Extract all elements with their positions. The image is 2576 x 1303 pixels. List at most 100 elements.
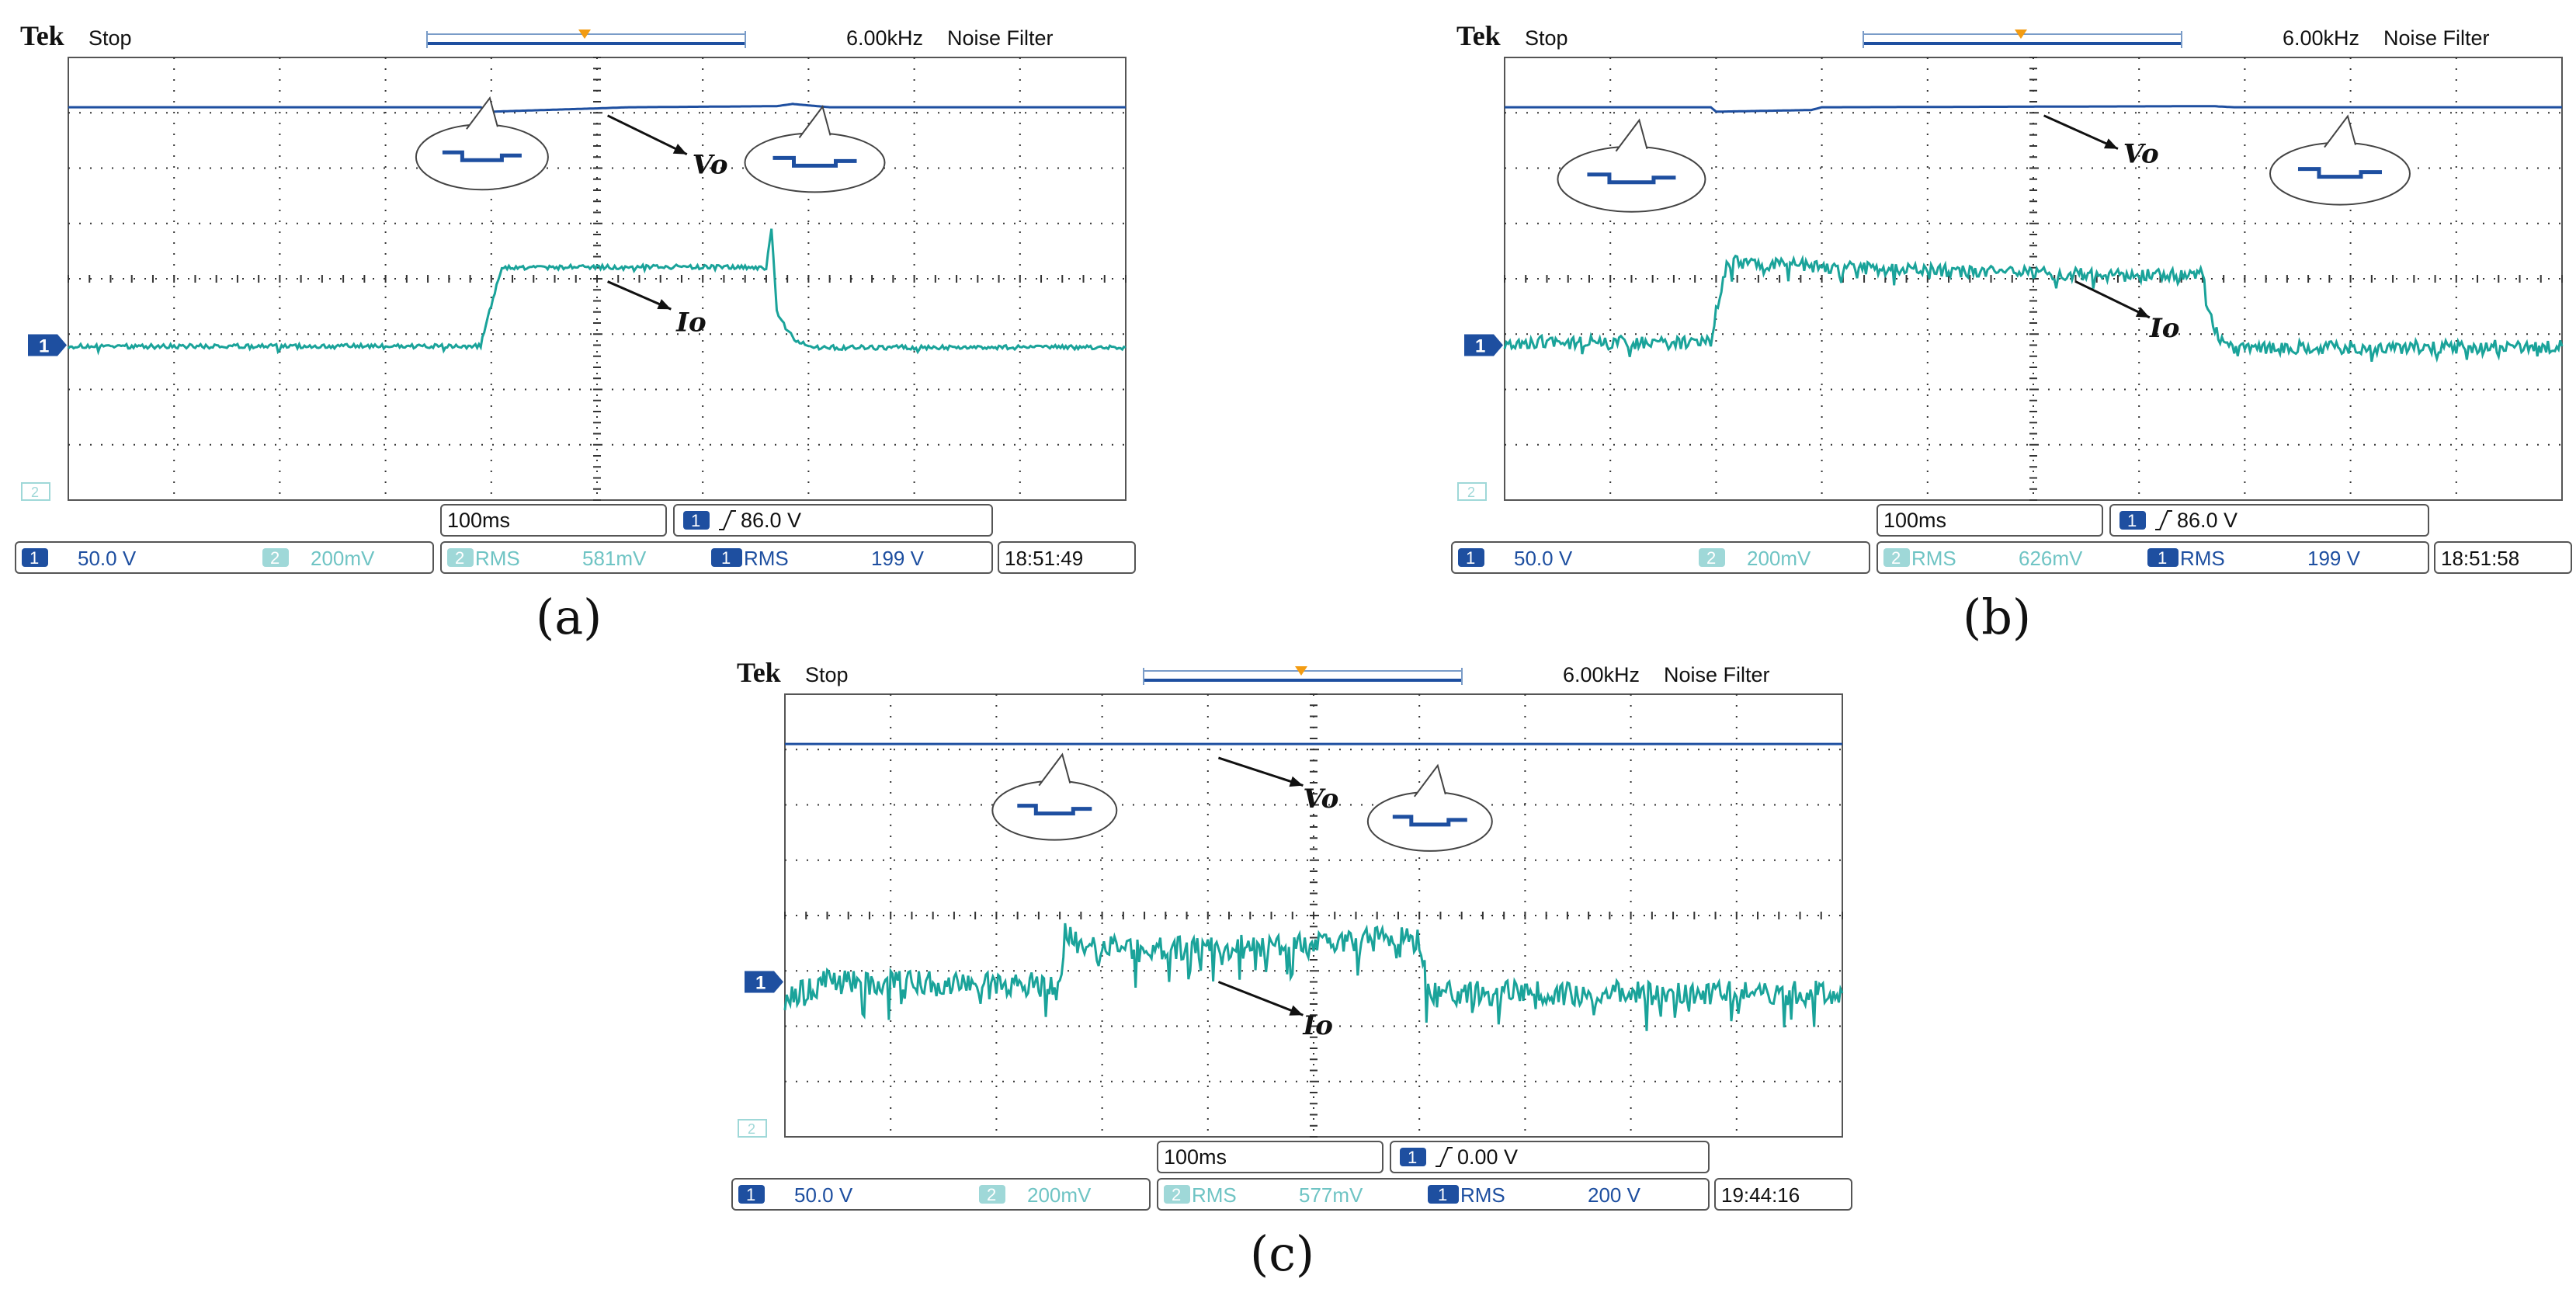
arrow-icon — [1289, 1005, 1304, 1016]
rms-ch2-label: RMS — [475, 547, 520, 570]
caption-c: (c) — [1250, 1225, 1315, 1282]
ch2-marker-label: 2 — [1467, 485, 1475, 500]
channel-scale-box — [15, 541, 434, 574]
timebase-label: 100ms — [447, 509, 510, 532]
meas-ch1-chip — [711, 548, 742, 567]
arrow-icon — [1289, 776, 1304, 787]
callout-bubble-tail — [1615, 118, 1648, 152]
ch2-marker-icon — [21, 482, 50, 501]
ch1-scale-chip-label: 1 — [746, 1185, 755, 1204]
rms-ch2-value: 626mV — [2019, 547, 2083, 570]
io-label: Io — [1302, 1010, 1333, 1041]
io-label: Io — [675, 308, 706, 339]
trigger-source-chip — [2119, 511, 2146, 530]
ch1-ground-marker-label: 1 — [39, 336, 49, 357]
rms-ch2-value: 581mV — [582, 547, 647, 570]
vo-arrow — [1217, 756, 1304, 787]
timebase-box — [1876, 504, 2103, 537]
ch2-scale-label: 200mV — [311, 547, 375, 570]
ch1-ground-marker-icon — [1464, 334, 1503, 356]
io-arrow — [1217, 981, 1304, 1016]
scope-screen-b: Tek Stop 6.00kHz Noise Filter 1 2 Vo Io 100ms 1 86… — [1451, 20, 2572, 574]
caption-b: (b) — [1963, 589, 2032, 645]
callout-bubble-icon — [2269, 141, 2411, 206]
meas-ch1-chip — [1428, 1185, 1459, 1204]
noise-filter-label: Noise Filter — [2383, 26, 2490, 50]
scope-panel-c: Tek Stop 6.00kHz Noise Filter 1 2 Vo Io 100ms 1 0.… — [731, 654, 1852, 1211]
rms-ch1-value: 199 V — [871, 547, 925, 570]
callout-trace-detail — [772, 155, 857, 168]
vo-label: Vo — [2123, 138, 2159, 169]
ch1-ground-marker-label: 1 — [1475, 336, 1485, 357]
arrow-icon — [2103, 138, 2118, 149]
ch2-marker-label: 2 — [31, 485, 39, 500]
clock-box — [998, 541, 1136, 574]
callout-trace-detail — [1017, 804, 1092, 816]
run-state-label: Stop — [1525, 26, 1568, 50]
run-state-label: Stop — [89, 26, 132, 50]
rms-ch2-label: RMS — [1192, 1183, 1237, 1207]
noise-filter-label: Noise Filter — [947, 26, 1054, 50]
vo-arrow — [2043, 114, 2119, 150]
callout-bubble-icon — [1557, 145, 1706, 213]
callout-bubble-tail — [2324, 114, 2356, 148]
ch2-scale-chip — [979, 1185, 1005, 1204]
meas-ch2-chip — [447, 548, 474, 567]
run-state-label: Stop — [805, 663, 849, 686]
scope-screen-a: Tek Stop 6.00kHz Noise Filter 1 2 Vo Io 100ms 1 86… — [15, 20, 1136, 574]
callout-bubble-icon — [415, 123, 549, 191]
rms-ch1-label: RMS — [1460, 1183, 1505, 1207]
sample-rate-label: 6.00kHz — [2283, 26, 2359, 50]
trace-io — [1503, 254, 2564, 363]
ch2-marker-icon — [1457, 482, 1487, 501]
ch1-ground-marker-icon — [28, 334, 67, 356]
ch1-scale-label: 50.0 V — [78, 547, 137, 570]
trigger-box — [2109, 504, 2429, 537]
ch1-scale-label: 50.0 V — [794, 1183, 853, 1207]
clock-box — [1714, 1178, 1852, 1211]
ch1-ground-marker-icon — [745, 971, 783, 993]
rms-ch2-value: 577mV — [1299, 1183, 1363, 1207]
io-arrow — [2074, 280, 2151, 319]
io-label: Io — [2149, 313, 2180, 344]
trigger-source-chip — [1400, 1148, 1426, 1166]
meas-ch1-chip-label: 1 — [721, 548, 731, 568]
trace-io — [67, 228, 1127, 356]
callout-trace-detail — [2297, 167, 2382, 179]
vo-arrow — [606, 114, 688, 156]
arrow-icon — [2135, 307, 2150, 318]
trigger-level-label: 0.00 V — [1457, 1145, 1518, 1169]
rms-ch2-label: RMS — [1911, 547, 1956, 570]
meas-ch2-chip — [1883, 548, 1910, 567]
channel-scale-box — [731, 1178, 1151, 1211]
meas-ch1-chip — [2147, 548, 2178, 567]
ch2-scale-chip-label: 2 — [1706, 548, 1716, 568]
scope-panel-a: Tek Stop 6.00kHz Noise Filter 1 2 Vo Io 100ms 1 86… — [15, 17, 1136, 574]
scope-screen-c: Tek Stop 6.00kHz Noise Filter 1 2 Vo Io 100ms 1 0.… — [731, 657, 1852, 1211]
rms-ch1-label: RMS — [744, 547, 789, 570]
rms-ch1-value: 199 V — [2307, 547, 2361, 570]
trigger-box — [673, 504, 993, 537]
clock-label: 18:51:58 — [2441, 547, 2519, 570]
trigger-marker-icon — [2015, 30, 2027, 39]
arrow-icon — [657, 299, 672, 310]
ch1-scale-chip-label: 1 — [1466, 548, 1475, 568]
trace-io — [783, 923, 1844, 1031]
timebase-label: 100ms — [1164, 1145, 1227, 1169]
callout-bubble-tail — [466, 96, 498, 130]
ch2-scale-label: 200mV — [1027, 1183, 1092, 1207]
timebase-box — [440, 504, 667, 537]
callout-bubble-tail — [1414, 763, 1446, 797]
caption-a: (a) — [536, 589, 602, 645]
meas-ch2-chip-label: 2 — [455, 548, 464, 568]
rising-edge-icon — [1436, 1147, 1453, 1167]
trigger-source-chip — [683, 511, 710, 530]
callout-bubble-icon — [744, 132, 886, 193]
sample-rate-label: 6.00kHz — [846, 26, 923, 50]
rms-ch1-label: RMS — [2180, 547, 2225, 570]
arrow-icon — [672, 144, 687, 155]
trigger-level-label: 86.0 V — [741, 509, 801, 532]
rising-edge-icon — [2155, 510, 2172, 530]
meas-ch2-chip — [1164, 1185, 1190, 1204]
timebase-box — [1157, 1141, 1383, 1173]
